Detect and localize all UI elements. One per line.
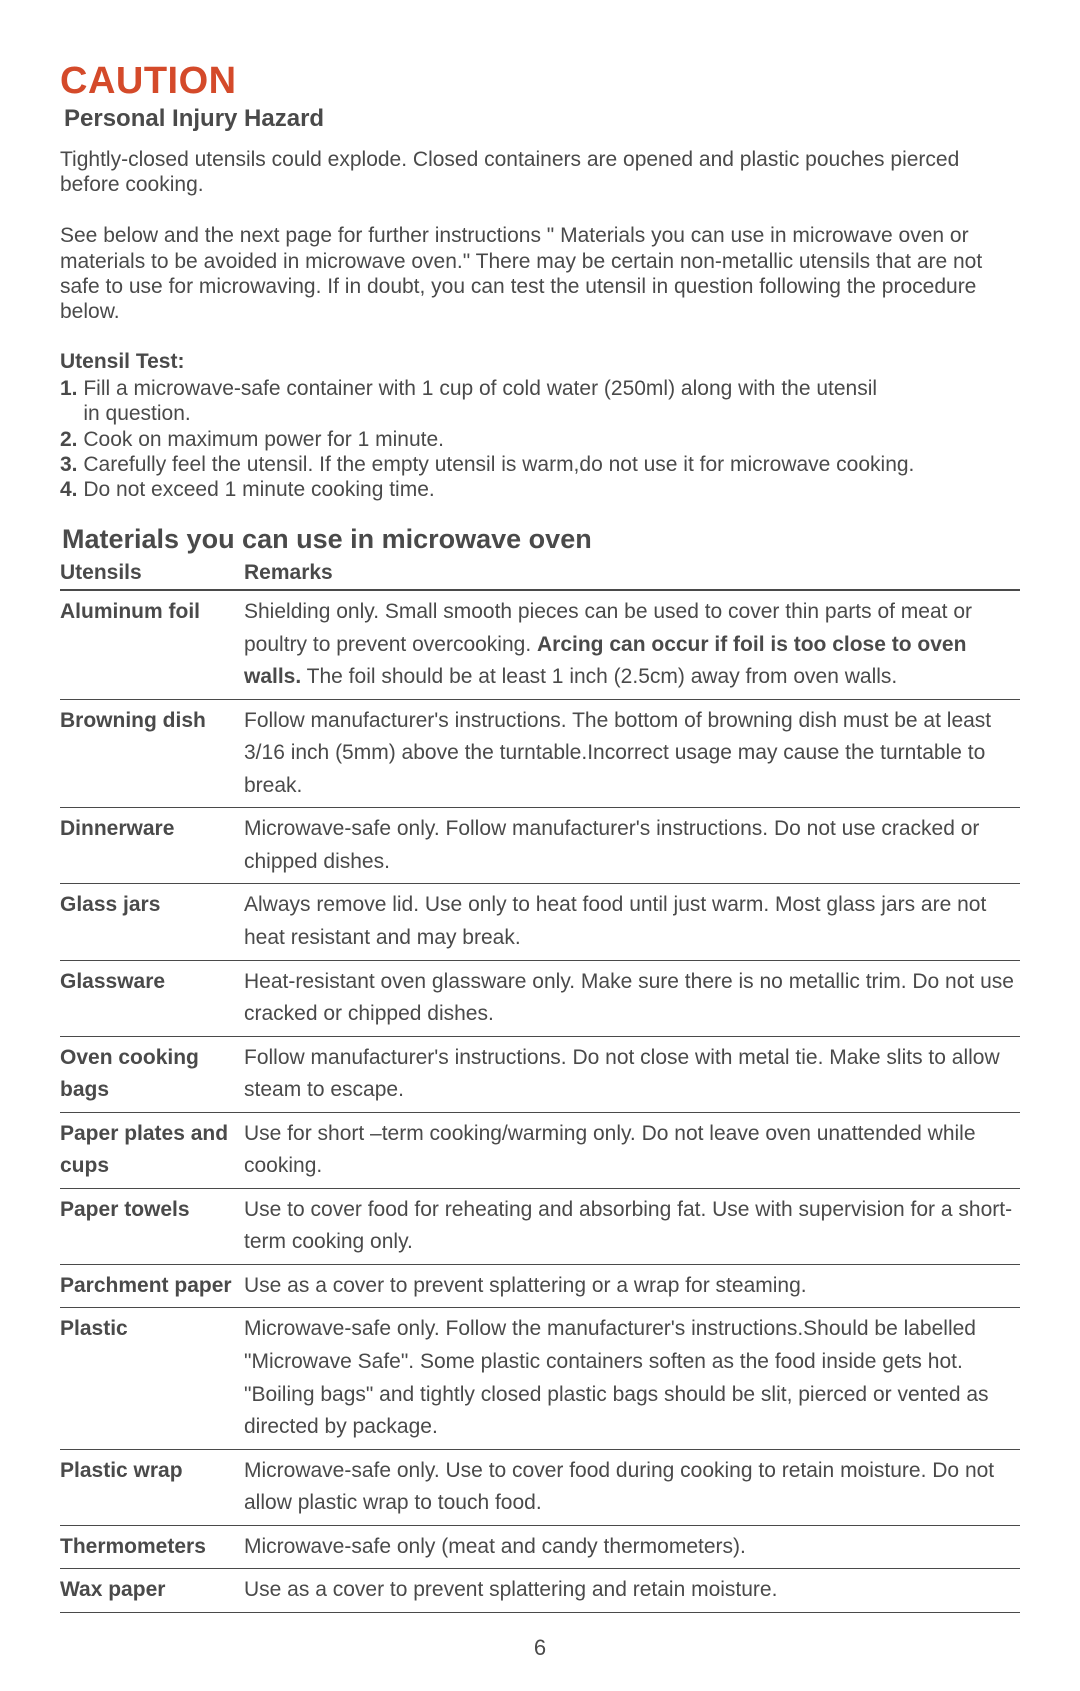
step-number: 3. (60, 453, 78, 476)
step-number: 1. (60, 377, 78, 400)
step-1: 1. Fill a microwave-safe container with … (60, 376, 1020, 401)
hazard-subtitle: Personal Injury Hazard (64, 105, 1020, 133)
step-1-cont: in question. (60, 401, 1020, 426)
utensil-name: Glass jars (60, 884, 244, 960)
table-row: Aluminum foil Shielding only. Small smoo… (60, 590, 1020, 699)
table-row: Plastic wrap Microwave-safe only. Use to… (60, 1449, 1020, 1525)
intro-paragraph-2: See below and the next page for further … (60, 223, 1020, 324)
step-text: Do not exceed 1 minute cooking time. (78, 478, 435, 501)
utensil-name: Paper towels (60, 1188, 244, 1264)
utensil-name: Parchment paper (60, 1264, 244, 1308)
table-row: Wax paper Use as a cover to prevent spla… (60, 1569, 1020, 1613)
utensil-remark: Use as a cover to prevent splattering an… (244, 1569, 1020, 1613)
step-text: Carefully feel the utensil. If the empty… (78, 453, 915, 476)
table-row: Paper towels Use to cover food for rehea… (60, 1188, 1020, 1264)
page-number: 6 (60, 1635, 1020, 1661)
materials-section-title: Materials you can use in microwave oven (62, 524, 1020, 555)
table-row: Plastic Microwave-safe only. Follow the … (60, 1308, 1020, 1449)
utensil-remark: Shielding only. Small smooth pieces can … (244, 590, 1020, 699)
utensil-remark: Microwave-safe only. Follow the manufact… (244, 1308, 1020, 1449)
table-row: Glass jars Always remove lid. Use only t… (60, 884, 1020, 960)
step-text: Cook on maximum power for 1 minute. (78, 428, 444, 451)
utensil-name: Plastic wrap (60, 1449, 244, 1525)
step-3: 3. Carefully feel the utensil. If the em… (60, 452, 1020, 477)
utensil-remark: Use as a cover to prevent splattering or… (244, 1264, 1020, 1308)
step-2: 2. Cook on maximum power for 1 minute. (60, 427, 1020, 452)
table-row: Dinnerware Microwave-safe only. Follow m… (60, 808, 1020, 884)
utensil-remark: Microwave-safe only (meat and candy ther… (244, 1525, 1020, 1569)
table-row: Glassware Heat-resistant oven glassware … (60, 960, 1020, 1036)
remark-text: The foil should be at least 1 inch (2.5c… (301, 665, 897, 688)
utensil-name: Plastic (60, 1308, 244, 1449)
col-header-utensils: Utensils (60, 559, 244, 590)
step-number: 2. (60, 428, 78, 451)
intro-paragraph-1: Tightly-closed utensils could explode. C… (60, 147, 1020, 197)
table-row: Browning dish Follow manufacturer's inst… (60, 699, 1020, 808)
materials-table: Utensils Remarks Aluminum foil Shielding… (60, 559, 1020, 1613)
step-4: 4. Do not exceed 1 minute cooking time. (60, 477, 1020, 502)
utensil-name: Oven cooking bags (60, 1036, 244, 1112)
table-row: Parchment paper Use as a cover to preven… (60, 1264, 1020, 1308)
utensil-remark: Follow manufacturer's instructions. The … (244, 699, 1020, 808)
utensil-name: Thermometers (60, 1525, 244, 1569)
table-row: Thermometers Microwave-safe only (meat a… (60, 1525, 1020, 1569)
utensil-name: Glassware (60, 960, 244, 1036)
table-row: Paper plates and cups Use for short –ter… (60, 1112, 1020, 1188)
utensil-remark: Microwave-safe only. Follow manufacturer… (244, 808, 1020, 884)
utensil-name: Aluminum foil (60, 590, 244, 699)
utensil-remark: Use to cover food for reheating and abso… (244, 1188, 1020, 1264)
step-text: Fill a microwave-safe container with 1 c… (78, 377, 878, 400)
document-page: CAUTION Personal Injury Hazard Tightly-c… (0, 0, 1080, 1691)
table-row: Oven cooking bags Follow manufacturer's … (60, 1036, 1020, 1112)
utensil-name: Dinnerware (60, 808, 244, 884)
utensil-remark: Follow manufacturer's instructions. Do n… (244, 1036, 1020, 1112)
utensil-remark: Always remove lid. Use only to heat food… (244, 884, 1020, 960)
utensil-name: Paper plates and cups (60, 1112, 244, 1188)
step-number: 4. (60, 478, 78, 501)
caution-title: CAUTION (60, 60, 1020, 103)
utensil-remark: Use for short –term cooking/warming only… (244, 1112, 1020, 1188)
step-text: in question. (60, 402, 191, 425)
utensil-test-steps: 1. Fill a microwave-safe container with … (60, 376, 1020, 502)
utensil-remark: Microwave-safe only. Use to cover food d… (244, 1449, 1020, 1525)
utensil-test-heading: Utensil Test: (60, 350, 1020, 374)
utensil-remark: Heat-resistant oven glassware only. Make… (244, 960, 1020, 1036)
utensil-name: Browning dish (60, 699, 244, 808)
utensil-name: Wax paper (60, 1569, 244, 1613)
col-header-remarks: Remarks (244, 559, 1020, 590)
